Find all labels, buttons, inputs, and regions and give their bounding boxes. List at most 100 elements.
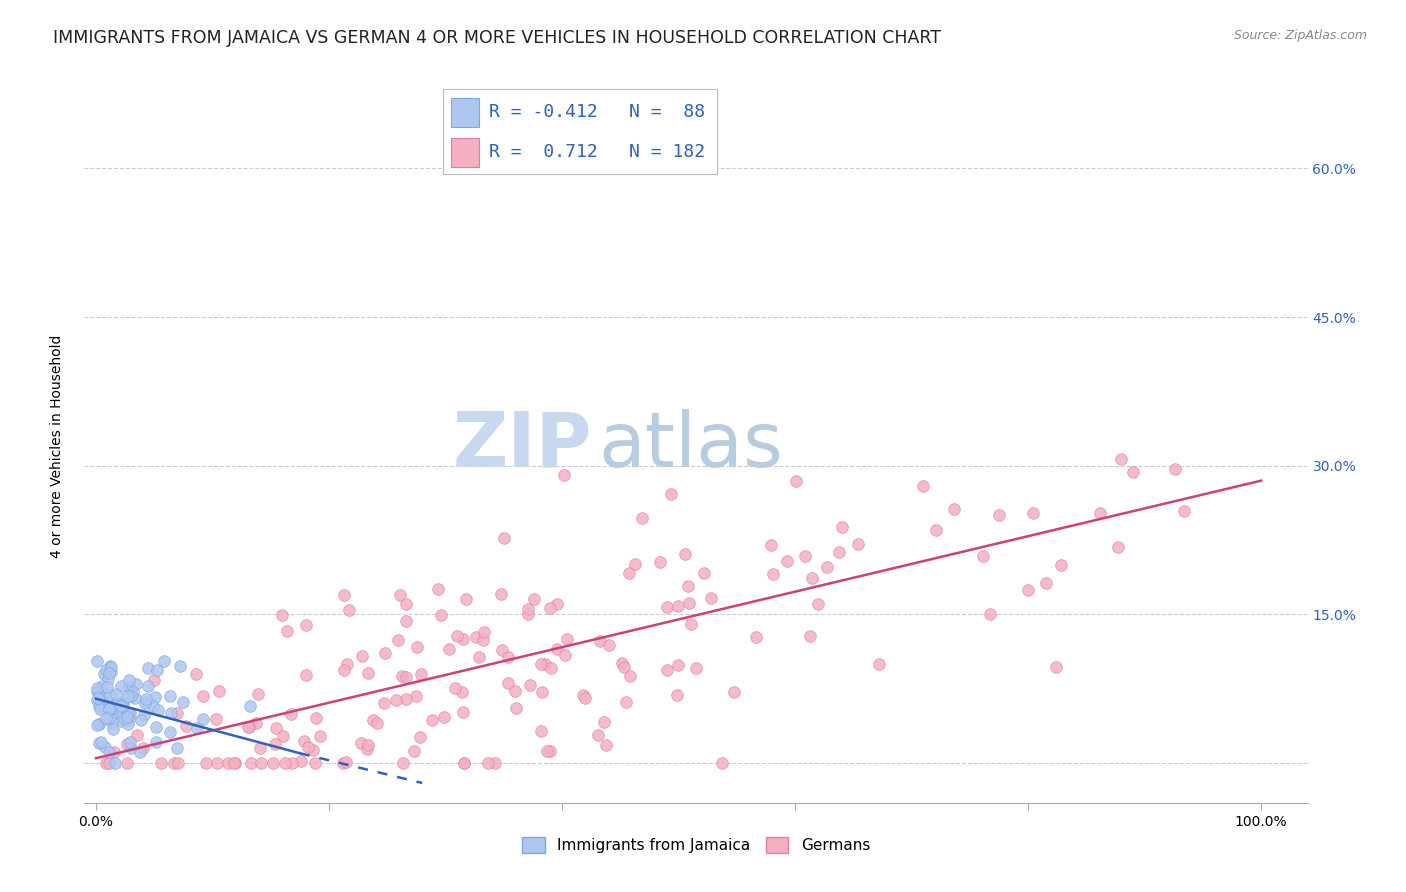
Point [111, 708, 134, 723]
Point [217, 756, 239, 771]
Point [374, 646, 396, 660]
Point [128, 745, 150, 759]
Point [100, 660, 122, 674]
Point [711, 756, 734, 771]
Point [142, 698, 165, 713]
Point [409, 667, 432, 681]
Point [429, 608, 451, 623]
Point [115, 737, 138, 751]
Point [120, 740, 142, 755]
Point [120, 690, 142, 704]
Point [700, 591, 723, 605]
Point [533, 657, 555, 671]
Point [104, 687, 127, 701]
Point [108, 698, 131, 713]
Point [208, 683, 231, 698]
Point [132, 741, 155, 756]
Point [617, 566, 640, 581]
Point [90, 686, 112, 700]
Point [134, 696, 156, 710]
Point [295, 618, 318, 632]
Point [238, 699, 260, 714]
Point [146, 663, 169, 677]
Point [135, 695, 157, 709]
Point [554, 648, 576, 663]
Point [655, 599, 678, 614]
Point [91, 689, 114, 703]
Point [472, 625, 495, 640]
Point [453, 756, 475, 771]
Point [103, 701, 125, 715]
Point [595, 739, 617, 753]
Point [302, 743, 325, 757]
Point [98, 711, 121, 725]
Point [145, 720, 167, 734]
Point [987, 508, 1010, 522]
Point [574, 690, 596, 705]
Point [136, 679, 159, 693]
Point [224, 756, 246, 771]
FancyBboxPatch shape [451, 98, 478, 128]
Point [979, 607, 1001, 621]
Point [807, 598, 830, 612]
Point [93, 695, 115, 709]
Point [437, 642, 460, 657]
Point [276, 624, 298, 638]
Point [624, 557, 647, 571]
Point [117, 716, 139, 731]
Point [274, 756, 297, 771]
Point [395, 692, 418, 706]
Point [693, 566, 716, 580]
Point [193, 689, 215, 703]
Point [491, 587, 513, 601]
Point [1050, 558, 1073, 573]
Point [117, 756, 139, 771]
Point [433, 710, 456, 724]
Point [143, 690, 166, 705]
Point [678, 596, 700, 610]
Point [100, 665, 122, 680]
Point [464, 630, 486, 644]
Point [598, 638, 620, 652]
Point [124, 690, 146, 705]
Point [451, 706, 474, 720]
Point [1045, 660, 1067, 674]
Point [868, 657, 890, 671]
Text: N = 182: N = 182 [630, 143, 706, 161]
Point [942, 502, 965, 516]
Point [546, 641, 568, 656]
Point [666, 657, 689, 672]
Point [94, 663, 117, 677]
Point [443, 681, 465, 695]
Point [97, 673, 120, 687]
Point [336, 657, 359, 672]
Point [117, 690, 139, 704]
Point [496, 675, 519, 690]
Point [120, 735, 142, 749]
Point [134, 708, 156, 723]
Point [395, 670, 418, 684]
Point [1021, 506, 1043, 520]
Point [655, 664, 678, 678]
Point [335, 755, 357, 769]
Text: atlas: atlas [598, 409, 783, 483]
Point [135, 691, 157, 706]
Point [759, 537, 782, 551]
Point [129, 713, 152, 727]
Point [110, 714, 132, 728]
Point [86, 718, 108, 732]
Point [538, 600, 561, 615]
Point [194, 756, 217, 771]
Point [349, 736, 371, 750]
Point [1109, 452, 1132, 467]
Point [167, 756, 190, 771]
Point [247, 687, 270, 701]
Legend: Immigrants from Jamaica, Germans: Immigrants from Jamaica, Germans [516, 831, 876, 859]
Point [127, 728, 149, 742]
Point [162, 756, 184, 771]
Point [309, 729, 332, 743]
Y-axis label: 4 or more Vehicles in Household: 4 or more Vehicles in Household [49, 334, 63, 558]
Point [86, 686, 108, 700]
Point [118, 706, 141, 721]
Point [392, 756, 415, 771]
